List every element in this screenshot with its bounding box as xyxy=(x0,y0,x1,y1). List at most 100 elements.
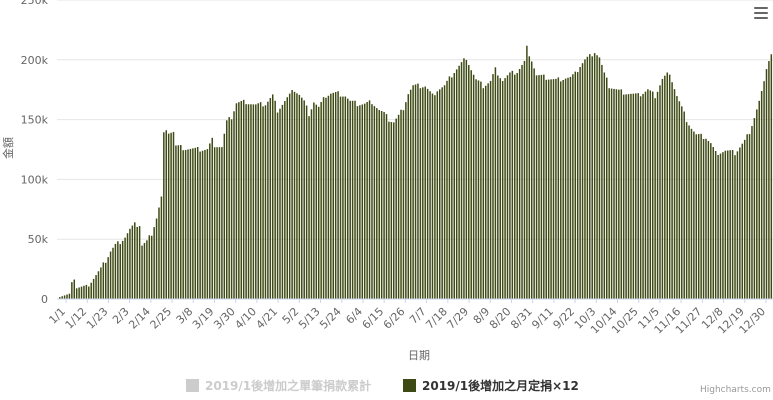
bar[interactable] xyxy=(117,241,119,299)
bar[interactable] xyxy=(509,72,511,299)
bar[interactable] xyxy=(291,89,293,299)
bar[interactable] xyxy=(443,85,446,300)
bar[interactable] xyxy=(167,133,170,299)
bar[interactable] xyxy=(637,93,639,299)
bar[interactable] xyxy=(371,104,373,299)
bar[interactable] xyxy=(567,77,569,300)
bar[interactable] xyxy=(92,278,95,299)
bar[interactable] xyxy=(325,97,327,300)
bar[interactable] xyxy=(187,149,189,299)
bar[interactable] xyxy=(518,68,521,300)
bar[interactable] xyxy=(228,117,230,299)
bar[interactable] xyxy=(702,139,705,299)
bar[interactable] xyxy=(562,80,564,299)
bar[interactable] xyxy=(112,247,114,299)
bar[interactable] xyxy=(211,137,213,299)
bar[interactable] xyxy=(165,130,167,299)
bar[interactable] xyxy=(651,91,654,299)
bar[interactable] xyxy=(330,93,332,300)
bar[interactable] xyxy=(269,98,272,299)
legend-item-single-donations[interactable]: 2019/1後增加之單筆捐款累計 xyxy=(186,376,371,394)
bar[interactable] xyxy=(506,75,509,299)
bar[interactable] xyxy=(547,79,550,299)
bar[interactable] xyxy=(148,235,151,299)
bar[interactable] xyxy=(710,143,712,299)
bar[interactable] xyxy=(85,284,88,299)
bar[interactable] xyxy=(492,74,494,299)
bar[interactable] xyxy=(293,91,296,299)
context-menu-button[interactable] xyxy=(748,2,773,24)
bar[interactable] xyxy=(622,94,625,299)
bar[interactable] xyxy=(581,63,584,300)
bar[interactable] xyxy=(644,91,647,299)
bar[interactable] xyxy=(758,100,760,299)
bar[interactable] xyxy=(717,155,719,299)
bar[interactable] xyxy=(666,72,669,299)
bar[interactable] xyxy=(342,96,344,299)
bar[interactable] xyxy=(126,233,129,299)
bar[interactable] xyxy=(257,103,259,300)
bar[interactable] xyxy=(574,71,577,299)
bar[interactable] xyxy=(175,145,177,299)
bar[interactable] xyxy=(746,134,748,299)
bar[interactable] xyxy=(150,235,153,299)
bar[interactable] xyxy=(530,61,533,299)
bar[interactable] xyxy=(497,75,499,299)
bar[interactable] xyxy=(765,69,768,299)
bar[interactable] xyxy=(632,93,635,300)
bar[interactable] xyxy=(322,97,325,299)
bar[interactable] xyxy=(235,103,238,300)
bar[interactable] xyxy=(572,74,574,300)
bar[interactable] xyxy=(671,82,673,299)
bar[interactable] xyxy=(414,84,417,299)
bar[interactable] xyxy=(756,109,758,300)
bar[interactable] xyxy=(499,78,502,299)
bar[interactable] xyxy=(73,279,76,299)
bar[interactable] xyxy=(729,150,731,299)
bar[interactable] xyxy=(405,102,407,299)
bar[interactable] xyxy=(303,100,305,300)
bar[interactable] xyxy=(209,143,211,299)
bar[interactable] xyxy=(690,128,693,299)
bar[interactable] xyxy=(606,77,608,300)
bar[interactable] xyxy=(196,146,199,299)
bar[interactable] xyxy=(71,282,73,299)
bar[interactable] xyxy=(610,88,613,299)
bar[interactable] xyxy=(409,89,412,299)
bar[interactable] xyxy=(685,122,688,299)
bar[interactable] xyxy=(422,87,424,300)
bar[interactable] xyxy=(463,58,465,299)
bar[interactable] xyxy=(647,89,649,299)
bar[interactable] xyxy=(356,106,359,299)
bar[interactable] xyxy=(596,55,598,300)
bar[interactable] xyxy=(308,116,310,299)
bar[interactable] xyxy=(424,86,426,299)
bar[interactable] xyxy=(373,106,376,299)
bar[interactable] xyxy=(455,69,458,299)
bar[interactable] xyxy=(284,101,286,299)
bar[interactable] xyxy=(276,112,279,299)
bar-series[interactable] xyxy=(59,45,773,300)
bar[interactable] xyxy=(695,134,698,299)
bar[interactable] xyxy=(748,134,751,299)
bar[interactable] xyxy=(349,100,351,299)
bar[interactable] xyxy=(288,93,291,299)
bar[interactable] xyxy=(397,114,400,299)
bar[interactable] xyxy=(170,132,172,299)
bar[interactable] xyxy=(630,93,632,299)
bar[interactable] xyxy=(395,118,397,299)
bar[interactable] xyxy=(320,101,322,299)
bar[interactable] xyxy=(189,148,192,299)
bar[interactable] xyxy=(296,93,298,299)
bar[interactable] xyxy=(705,138,707,299)
bar[interactable] xyxy=(441,87,443,299)
bar[interactable] xyxy=(262,106,264,299)
bar[interactable] xyxy=(107,257,109,299)
bar[interactable] xyxy=(639,96,642,299)
bar[interactable] xyxy=(724,150,727,299)
bar[interactable] xyxy=(419,88,422,300)
bar[interactable] xyxy=(591,56,593,299)
bar[interactable] xyxy=(521,64,523,300)
bar[interactable] xyxy=(557,77,560,299)
bar[interactable] xyxy=(555,78,557,299)
